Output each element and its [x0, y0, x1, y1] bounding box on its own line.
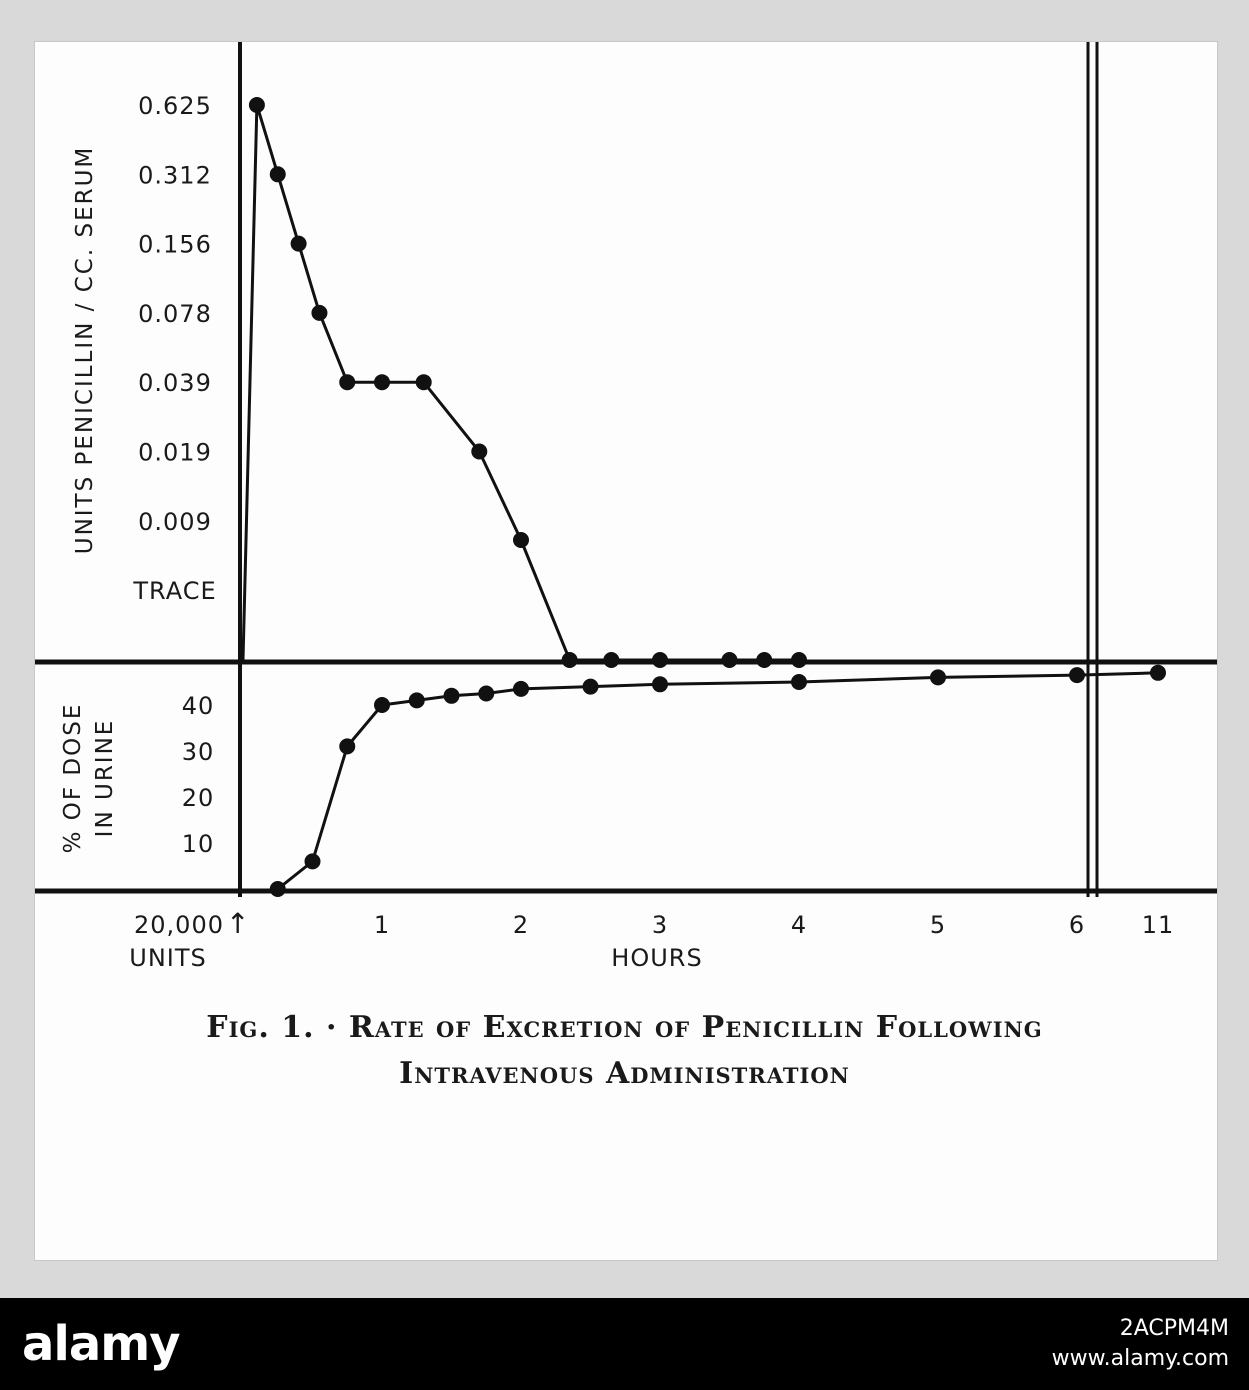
- x-tick-label: 2: [513, 911, 529, 939]
- serum-y-tick-labels: TRACE 0.009 0.019 0.039 0.078 0.156 0.312 0.625: [132, 92, 216, 605]
- x-tick-label: 3: [652, 911, 668, 939]
- stock-footer-bar: alamy 2ACPM4M www.alamy.com: [0, 1298, 1249, 1390]
- urine-y-tick-label: 30: [182, 738, 215, 766]
- urine-series: [269, 664, 1166, 897]
- serum-line: [241, 104, 799, 662]
- urine-point: [269, 881, 286, 897]
- serum-point: [471, 443, 488, 460]
- urine-point: [1150, 664, 1166, 681]
- urine-point: [478, 685, 495, 702]
- chart-frame: [35, 42, 1217, 897]
- dose-label-line1: 20,000: [134, 911, 224, 939]
- serum-y-tick-label: TRACE: [132, 577, 216, 605]
- urine-point: [582, 678, 599, 695]
- serum-point: [561, 652, 578, 668]
- serum-point: [603, 652, 620, 668]
- x-tick-labels: 1 2 3 4 5 6 11: [374, 911, 1175, 939]
- image-id: 2ACPM4M: [1119, 1316, 1229, 1341]
- urine-point: [304, 853, 321, 870]
- serum-y-tick-label: 0.078: [138, 300, 212, 328]
- serum-y-tick-label: 0.312: [138, 161, 212, 189]
- x-tick-label: 6: [1069, 911, 1085, 939]
- serum-y-axis-title: UNITS PENICILLIN / CC. SERUM: [72, 146, 98, 555]
- urine-point: [1069, 667, 1085, 684]
- urine-y-tick-label: 10: [182, 830, 215, 858]
- x-tick-label: 11: [1142, 911, 1175, 939]
- urine-y-axis-title-line2: IN URINE: [92, 719, 118, 838]
- serum-point: [339, 374, 356, 391]
- dose-label-line2: UNITS: [129, 944, 207, 972]
- serum-point: [513, 532, 529, 548]
- serum-y-tick-label: 0.039: [138, 369, 212, 397]
- x-tick-label: 5: [930, 911, 946, 939]
- urine-y-tick-labels: 10 20 30 40: [182, 692, 215, 858]
- dose-arrow: ↑: [226, 907, 250, 940]
- serum-y-tick-label: 0.009: [138, 508, 212, 536]
- figure-paper: [35, 42, 1217, 1260]
- urine-point: [513, 680, 529, 697]
- serum-point: [652, 652, 668, 668]
- urine-point: [374, 697, 390, 713]
- serum-y-tick-label: 0.156: [138, 231, 212, 259]
- serum-point: [721, 652, 738, 668]
- serum-y-tick-label: 0.625: [138, 92, 212, 120]
- urine-y-tick-label: 40: [182, 692, 215, 720]
- serum-point: [374, 374, 390, 391]
- serum-point: [791, 652, 807, 668]
- serum-point: [290, 235, 307, 252]
- urine-point: [652, 676, 668, 693]
- serum-y-tick-label: 0.019: [138, 439, 212, 467]
- urine-point: [791, 674, 807, 690]
- caption-line-1: Fig. 1. · Rate of Excretion of Penicilli…: [206, 1010, 1043, 1045]
- serum-point: [269, 166, 286, 183]
- urine-y-axis-title-line1: % OF DOSE: [60, 703, 86, 854]
- x-tick-label: 1: [374, 911, 390, 939]
- urine-point: [408, 692, 425, 709]
- urine-point: [443, 687, 460, 704]
- alamy-logo: alamy: [22, 1316, 181, 1372]
- x-axis-title: HOURS: [611, 944, 702, 972]
- serum-point: [756, 652, 773, 668]
- urine-point: [930, 669, 946, 686]
- serum-point: [415, 374, 432, 391]
- urine-point: [339, 738, 356, 755]
- footer-image-info: 2ACPM4M www.alamy.com: [1052, 1314, 1229, 1374]
- urine-line: [276, 671, 1159, 891]
- serum-point: [248, 97, 265, 113]
- x-tick-label: 4: [791, 911, 807, 939]
- footer-url: www.alamy.com: [1051, 1346, 1229, 1371]
- caption-line-2: Intravenous Administration: [399, 1056, 850, 1091]
- serum-point: [311, 304, 328, 321]
- penicillin-chart: TRACE 0.009 0.019 0.039 0.078 0.156 0.312 0.625…: [35, 42, 1217, 972]
- serum-series: [241, 97, 807, 668]
- urine-y-tick-label: 20: [182, 784, 215, 812]
- figure-caption: Fig. 1. · Rate of Excretion of Penicilli…: [0, 1005, 1249, 1097]
